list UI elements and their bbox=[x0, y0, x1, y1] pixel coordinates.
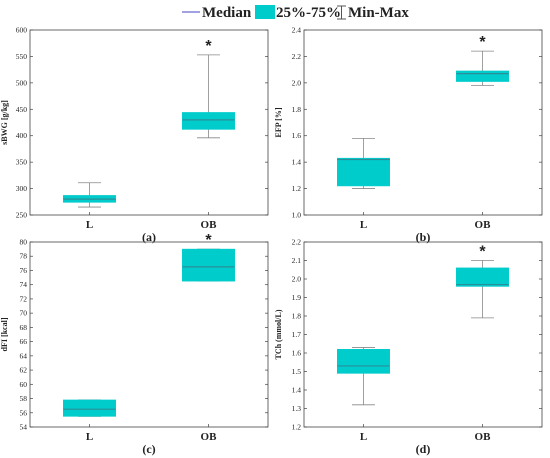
panel-d: 1.2 1.3 1.4 1.5 1.6 1.7 1.8 1.9 2.0 2.1 2.2 TCh (mm… bbox=[274, 238, 543, 456]
legend-iqr-label: 25%-75% bbox=[276, 5, 341, 21]
iqr-box bbox=[456, 267, 509, 287]
x-tick-label: L bbox=[360, 431, 367, 443]
y-tick-label: 64 bbox=[20, 351, 28, 360]
y-tick-label: 76 bbox=[20, 266, 28, 275]
significance-star: * bbox=[205, 38, 212, 55]
panel-label: (d) bbox=[416, 442, 431, 456]
y-tick-label: 2.0 bbox=[292, 275, 302, 284]
plot-frame bbox=[29, 241, 269, 428]
y-tick-label: 600 bbox=[16, 26, 28, 35]
significance-star: * bbox=[479, 244, 486, 261]
x-tick-label: L bbox=[86, 219, 93, 231]
y-tick-label: 450 bbox=[16, 105, 28, 114]
y-axis-label: dFI [kcal] bbox=[0, 317, 9, 351]
y-tick-label: 54 bbox=[20, 423, 28, 432]
plot-frame bbox=[303, 29, 543, 216]
box-L bbox=[63, 182, 116, 208]
panel-label: (a) bbox=[142, 230, 156, 244]
y-tick-label: 62 bbox=[20, 366, 28, 375]
x-tick-label: OB bbox=[475, 219, 492, 231]
x-tick-label: L bbox=[360, 219, 367, 231]
box-L bbox=[337, 137, 390, 189]
panel-a: 250 300 350 400 450 500 550 600 sBWG [g/kg] L OB * (… bbox=[0, 26, 269, 244]
legend-median-label: Median bbox=[202, 5, 252, 21]
y-tick-label: 1.4 bbox=[292, 386, 302, 395]
legend-range-swatch bbox=[337, 5, 346, 20]
y-tick-label: 2.2 bbox=[292, 52, 302, 61]
y-tick-label: 66 bbox=[20, 337, 28, 346]
y-tick-label: 68 bbox=[20, 323, 28, 332]
panel-label: (c) bbox=[142, 442, 155, 456]
y-tick-label: 550 bbox=[16, 52, 28, 61]
x-tick-label: OB bbox=[475, 431, 492, 443]
y-tick-label: 60 bbox=[20, 380, 28, 389]
box-L bbox=[63, 399, 116, 417]
y-tick-label: 1.9 bbox=[292, 293, 302, 302]
box-OB bbox=[456, 260, 509, 319]
iqr-box bbox=[182, 112, 235, 130]
y-tick-label: 74 bbox=[20, 280, 28, 289]
y-tick-label: 2.1 bbox=[292, 256, 302, 265]
box-L bbox=[337, 347, 390, 406]
y-tick-label: 400 bbox=[16, 131, 28, 140]
y-axis-label: EFP [%] bbox=[274, 107, 283, 137]
y-tick-label: 78 bbox=[20, 252, 28, 261]
panel-label: (b) bbox=[416, 230, 431, 244]
y-tick-label: 56 bbox=[20, 408, 28, 417]
legend: Median 25%-75% Min-Max bbox=[182, 5, 409, 21]
y-tick-label: 72 bbox=[20, 294, 28, 303]
iqr-box bbox=[456, 70, 509, 82]
iqr-box bbox=[182, 248, 235, 282]
y-tick-label: 300 bbox=[16, 184, 28, 193]
significance-star: * bbox=[479, 34, 486, 51]
iqr-box bbox=[337, 157, 390, 187]
legend-range-label: Min-Max bbox=[348, 5, 409, 21]
y-tick-label: 2.4 bbox=[292, 26, 302, 35]
y-tick-label: 500 bbox=[16, 78, 28, 87]
box-OB bbox=[182, 54, 235, 139]
y-tick-label: 1.6 bbox=[292, 349, 302, 358]
panel-c: 54 56 58 60 62 64 66 68 70 72 74 76 78 80 dFI [kcal] L O… bbox=[0, 232, 269, 456]
y-tick-label: 1.3 bbox=[292, 404, 302, 413]
panel-b: 1.0 1.2 1.4 1.6 1.8 2.0 2.2 2.4 EFP [%] L OB * (b) bbox=[274, 26, 543, 244]
legend-iqr-swatch bbox=[255, 5, 275, 19]
box-OB bbox=[182, 248, 235, 282]
y-tick-label: 2.0 bbox=[292, 78, 302, 87]
y-tick-label: 1.5 bbox=[292, 367, 302, 376]
plot-frame bbox=[29, 29, 269, 216]
significance-star: * bbox=[205, 232, 212, 249]
iqr-box bbox=[63, 399, 116, 417]
y-tick-label: 350 bbox=[16, 158, 28, 167]
y-tick-label: 1.0 bbox=[292, 211, 302, 220]
y-axis-label: TCh (mmol/L) bbox=[274, 309, 283, 359]
y-axis-label: sBWG [g/kg] bbox=[0, 100, 9, 145]
y-tick-label: 2.2 bbox=[292, 238, 302, 247]
x-tick-label: OB bbox=[201, 219, 218, 231]
y-tick-label: 1.7 bbox=[292, 330, 302, 339]
y-tick-label: 80 bbox=[20, 238, 28, 247]
y-tick-label: 58 bbox=[20, 394, 28, 403]
box-OB bbox=[456, 50, 509, 86]
y-tick-label: 250 bbox=[16, 211, 28, 220]
y-tick-label: 1.2 bbox=[292, 423, 302, 432]
y-tick-label: 1.8 bbox=[292, 312, 302, 321]
y-tick-label: 70 bbox=[20, 309, 28, 318]
x-tick-label: OB bbox=[201, 431, 218, 443]
y-tick-label: 1.6 bbox=[292, 131, 302, 140]
y-tick-label: 1.8 bbox=[292, 105, 302, 114]
x-tick-label: L bbox=[86, 431, 93, 443]
iqr-box bbox=[337, 348, 390, 374]
y-tick-label: 1.4 bbox=[292, 158, 302, 167]
y-tick-label: 1.2 bbox=[292, 184, 302, 193]
